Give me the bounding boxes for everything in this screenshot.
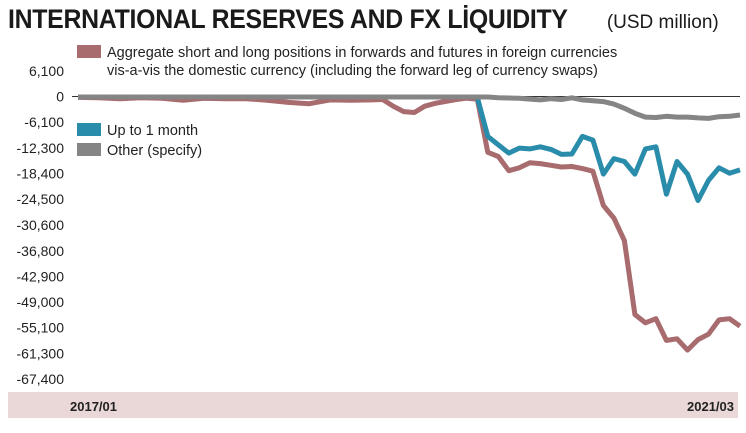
y-tick-label: -24,500 [17,191,65,207]
y-tick-label: -6,100 [24,114,64,130]
legend-swatch-aggregate [77,45,101,58]
legend-label-other: Other (specify) [107,143,202,159]
y-tick-label: -55,100 [17,319,65,335]
y-tick-label: -12,300 [17,140,65,156]
y-tick-label: -67,400 [17,371,65,387]
legend-swatch-other [77,143,101,156]
x-tick-label-start: 2017/01 [70,399,117,414]
legend: Aggregate short and long positions in fo… [77,45,617,159]
x-tick-label-end: 2021/03 [687,399,734,414]
x-axis: 2017/01 2021/03 [70,399,734,414]
plot-lines [77,94,742,353]
y-tick-label: -18,400 [17,166,65,182]
legend-swatch-up-to-1-month [77,123,101,136]
y-tick-label: -36,800 [17,243,65,259]
chart-unit: (USD million) [606,12,719,33]
chart-title-row: INTERNATIONAL RESERVES AND FX LİQUIDITY … [8,4,719,35]
x-axis-band-rect [8,392,738,418]
y-tick-label: 0 [56,89,64,105]
y-tick-label: 6,100 [29,63,64,79]
y-tick-label: -61,300 [17,345,65,361]
y-axis: 6,100 0 -6,100 -12,300 -18,400 -24,500 -30,600… [17,63,65,387]
y-tick-label: -49,000 [17,294,65,310]
chart-title: INTERNATIONAL RESERVES AND FX LİQUIDITY [8,4,568,34]
y-tick-label: -42,900 [17,268,65,284]
legend-label-aggregate: vis-a-vis the domestic currency (includi… [107,63,598,79]
legend-label-aggregate: Aggregate short and long positions in fo… [107,45,617,61]
series-up-to-1-month-line [474,96,741,203]
legend-label-up-to-1-month: Up to 1 month [107,123,198,139]
series-other-line [78,94,741,121]
x-axis-band [8,392,738,418]
y-tick-label: -30,600 [17,217,65,233]
